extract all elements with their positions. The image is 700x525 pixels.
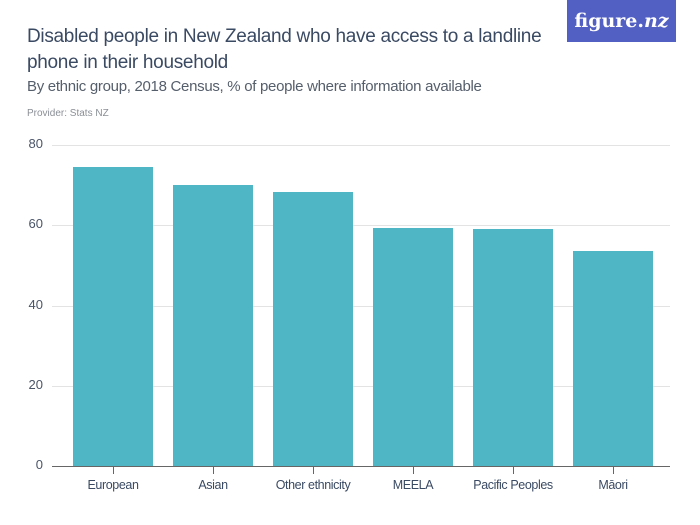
logo-text: figure.: [574, 10, 645, 32]
y-tick-label: 0: [35, 457, 43, 472]
gridline: [52, 145, 670, 146]
gridline: [52, 385, 670, 387]
bar[interactable]: [73, 167, 153, 466]
y-tick-label: 40: [28, 296, 43, 312]
x-axis-line: [52, 466, 670, 467]
bar[interactable]: [273, 191, 353, 466]
x-tick: [213, 467, 214, 474]
chart-title: Disabled people in New Zealand who have …: [27, 26, 542, 73]
x-tick-label: Asian: [198, 478, 228, 492]
chart-subtitle: By ethnic group, 2018 Census, % of peopl…: [27, 78, 482, 95]
x-tick-label: Other ethnicity: [275, 478, 351, 492]
x-tick: [413, 467, 414, 474]
x-tick: [613, 467, 614, 474]
x-tick-label: European: [87, 478, 139, 492]
x-tick: [513, 467, 514, 474]
logo-text-nz: nz: [644, 10, 669, 32]
gridline: [52, 225, 670, 227]
bar[interactable]: [573, 250, 653, 466]
x-tick: [113, 467, 114, 474]
bar[interactable]: [373, 228, 453, 466]
bar[interactable]: [173, 184, 253, 466]
x-tick: [313, 467, 314, 474]
gridline: [52, 305, 670, 307]
figure-nz-logo[interactable]: figure. nz: [567, 0, 676, 42]
x-tick-label: Pacific Peoples: [473, 478, 553, 492]
y-tick-label: 20: [28, 376, 43, 392]
provider-label: Provider: Stats NZ: [27, 108, 109, 119]
bar[interactable]: [473, 229, 553, 466]
x-tick-label: Māori: [598, 478, 628, 492]
x-tick-label: MEELA: [392, 478, 434, 492]
y-tick-label: 80: [28, 136, 43, 151]
y-tick-label: 60: [28, 216, 43, 232]
